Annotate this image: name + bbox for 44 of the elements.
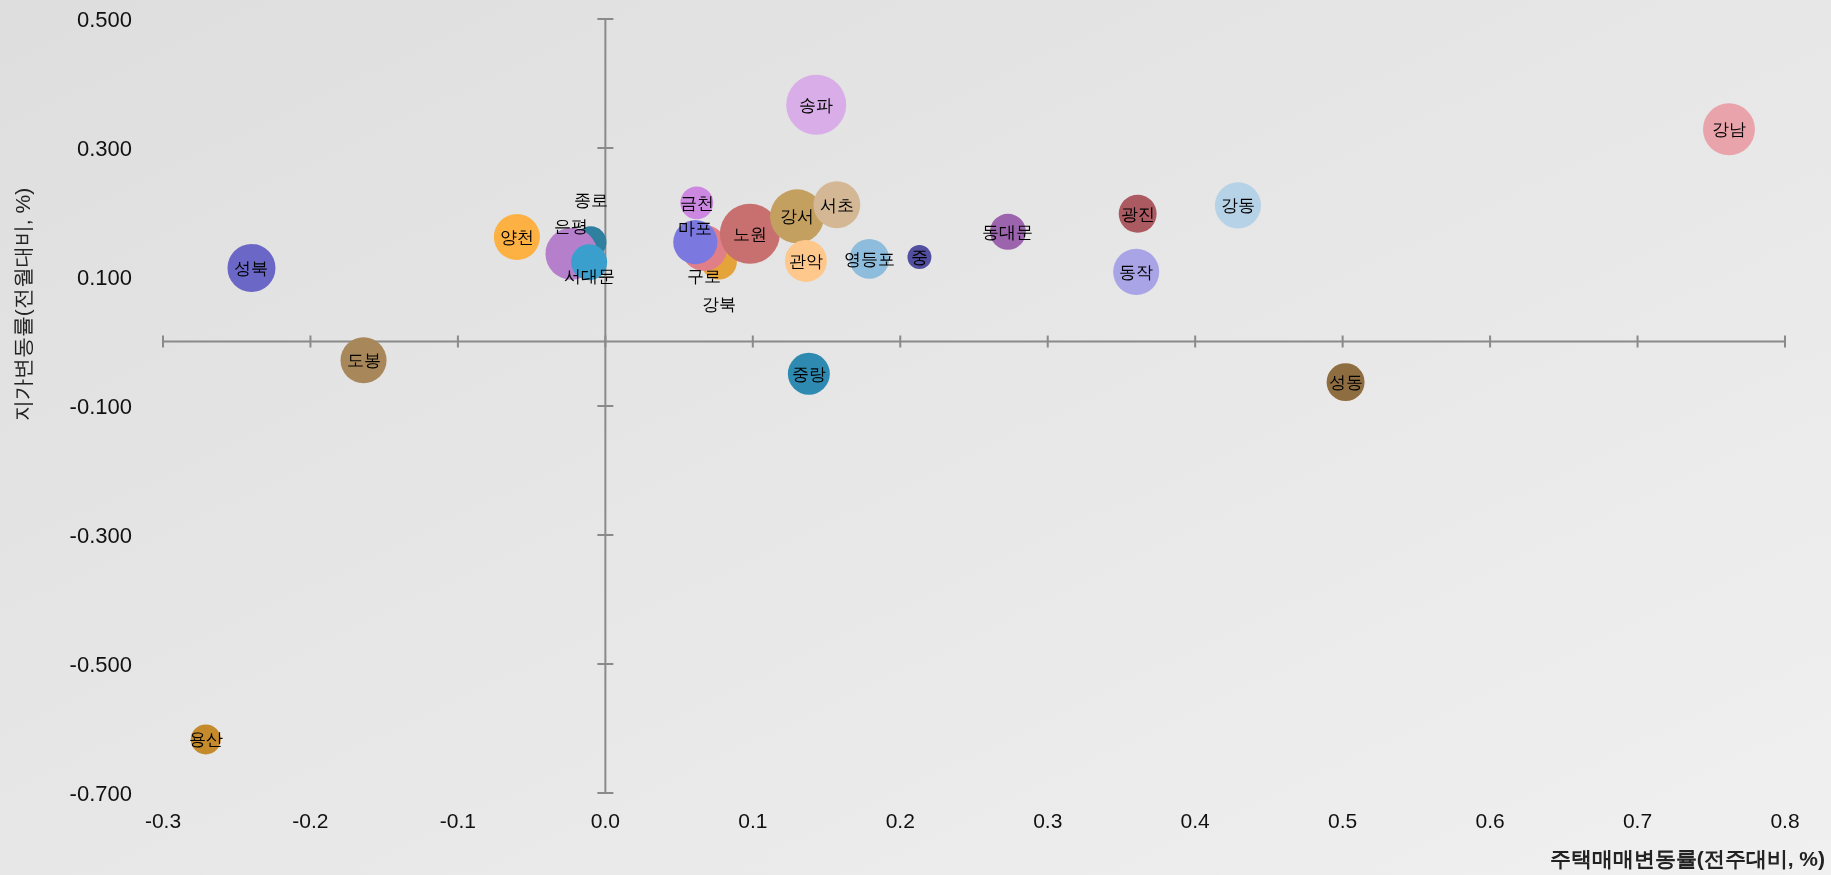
series-label: 서대문 [563, 267, 615, 287]
x-tick-label: 0.0 [590, 809, 620, 832]
y-tick-label: -0.100 [69, 394, 132, 419]
x-tick-label: -0.3 [144, 809, 182, 832]
series-label: 금천 [679, 193, 714, 213]
x-tick-label: -0.1 [439, 809, 476, 832]
series-label: 서초 [819, 195, 854, 215]
x-tick-label: 0.1 [738, 809, 768, 832]
series-label: 성북 [234, 258, 269, 278]
series-label: 도봉 [346, 351, 381, 371]
x-tick-label: 0.8 [1770, 809, 1800, 832]
series-label: 마포 [678, 219, 713, 239]
x-axis-title: 주택매매변동률(전주대비, %) [1549, 847, 1825, 870]
series-label: 강동 [1220, 196, 1255, 216]
series-label: 강북 [701, 294, 736, 314]
y-tick-label: 0.100 [76, 265, 132, 290]
y-tick-label: 0.500 [76, 7, 132, 32]
x-tick-label: -0.2 [292, 809, 329, 832]
series-label: 강서 [780, 207, 815, 227]
series-label: 성동 [1328, 373, 1363, 393]
series-label: 구로 [687, 266, 722, 286]
series-label: 종로 [573, 191, 608, 211]
series-label: 노원 [732, 224, 767, 244]
x-tick-label: 0.4 [1180, 809, 1211, 832]
series-label: 은평 [554, 216, 589, 236]
x-tick-label: 0.3 [1033, 809, 1063, 832]
x-tick-label: 0.6 [1475, 809, 1505, 832]
series-label: 관악 [788, 251, 823, 271]
series-label: 송파 [799, 95, 834, 115]
y-tick-label: -0.300 [69, 523, 132, 548]
x-tick-label: 0.7 [1622, 809, 1653, 832]
y-axis-title: 지가변동률(전월대비, %) [11, 187, 34, 422]
series-label: 양천 [499, 228, 534, 248]
x-tick-label: 0.5 [1328, 809, 1358, 832]
series-label: 강남 [1711, 120, 1746, 140]
series-label: 영등포 [843, 249, 895, 269]
y-tick-label: -0.700 [69, 781, 132, 806]
x-tick-label: 0.2 [885, 809, 915, 832]
y-tick-label: 0.300 [76, 136, 132, 161]
series-label: 중랑 [791, 364, 826, 384]
series-label: 광진 [1120, 204, 1155, 224]
series-label: 중 [910, 248, 928, 268]
y-tick-label: -0.500 [69, 652, 132, 677]
series-label: 동작 [1119, 262, 1154, 282]
